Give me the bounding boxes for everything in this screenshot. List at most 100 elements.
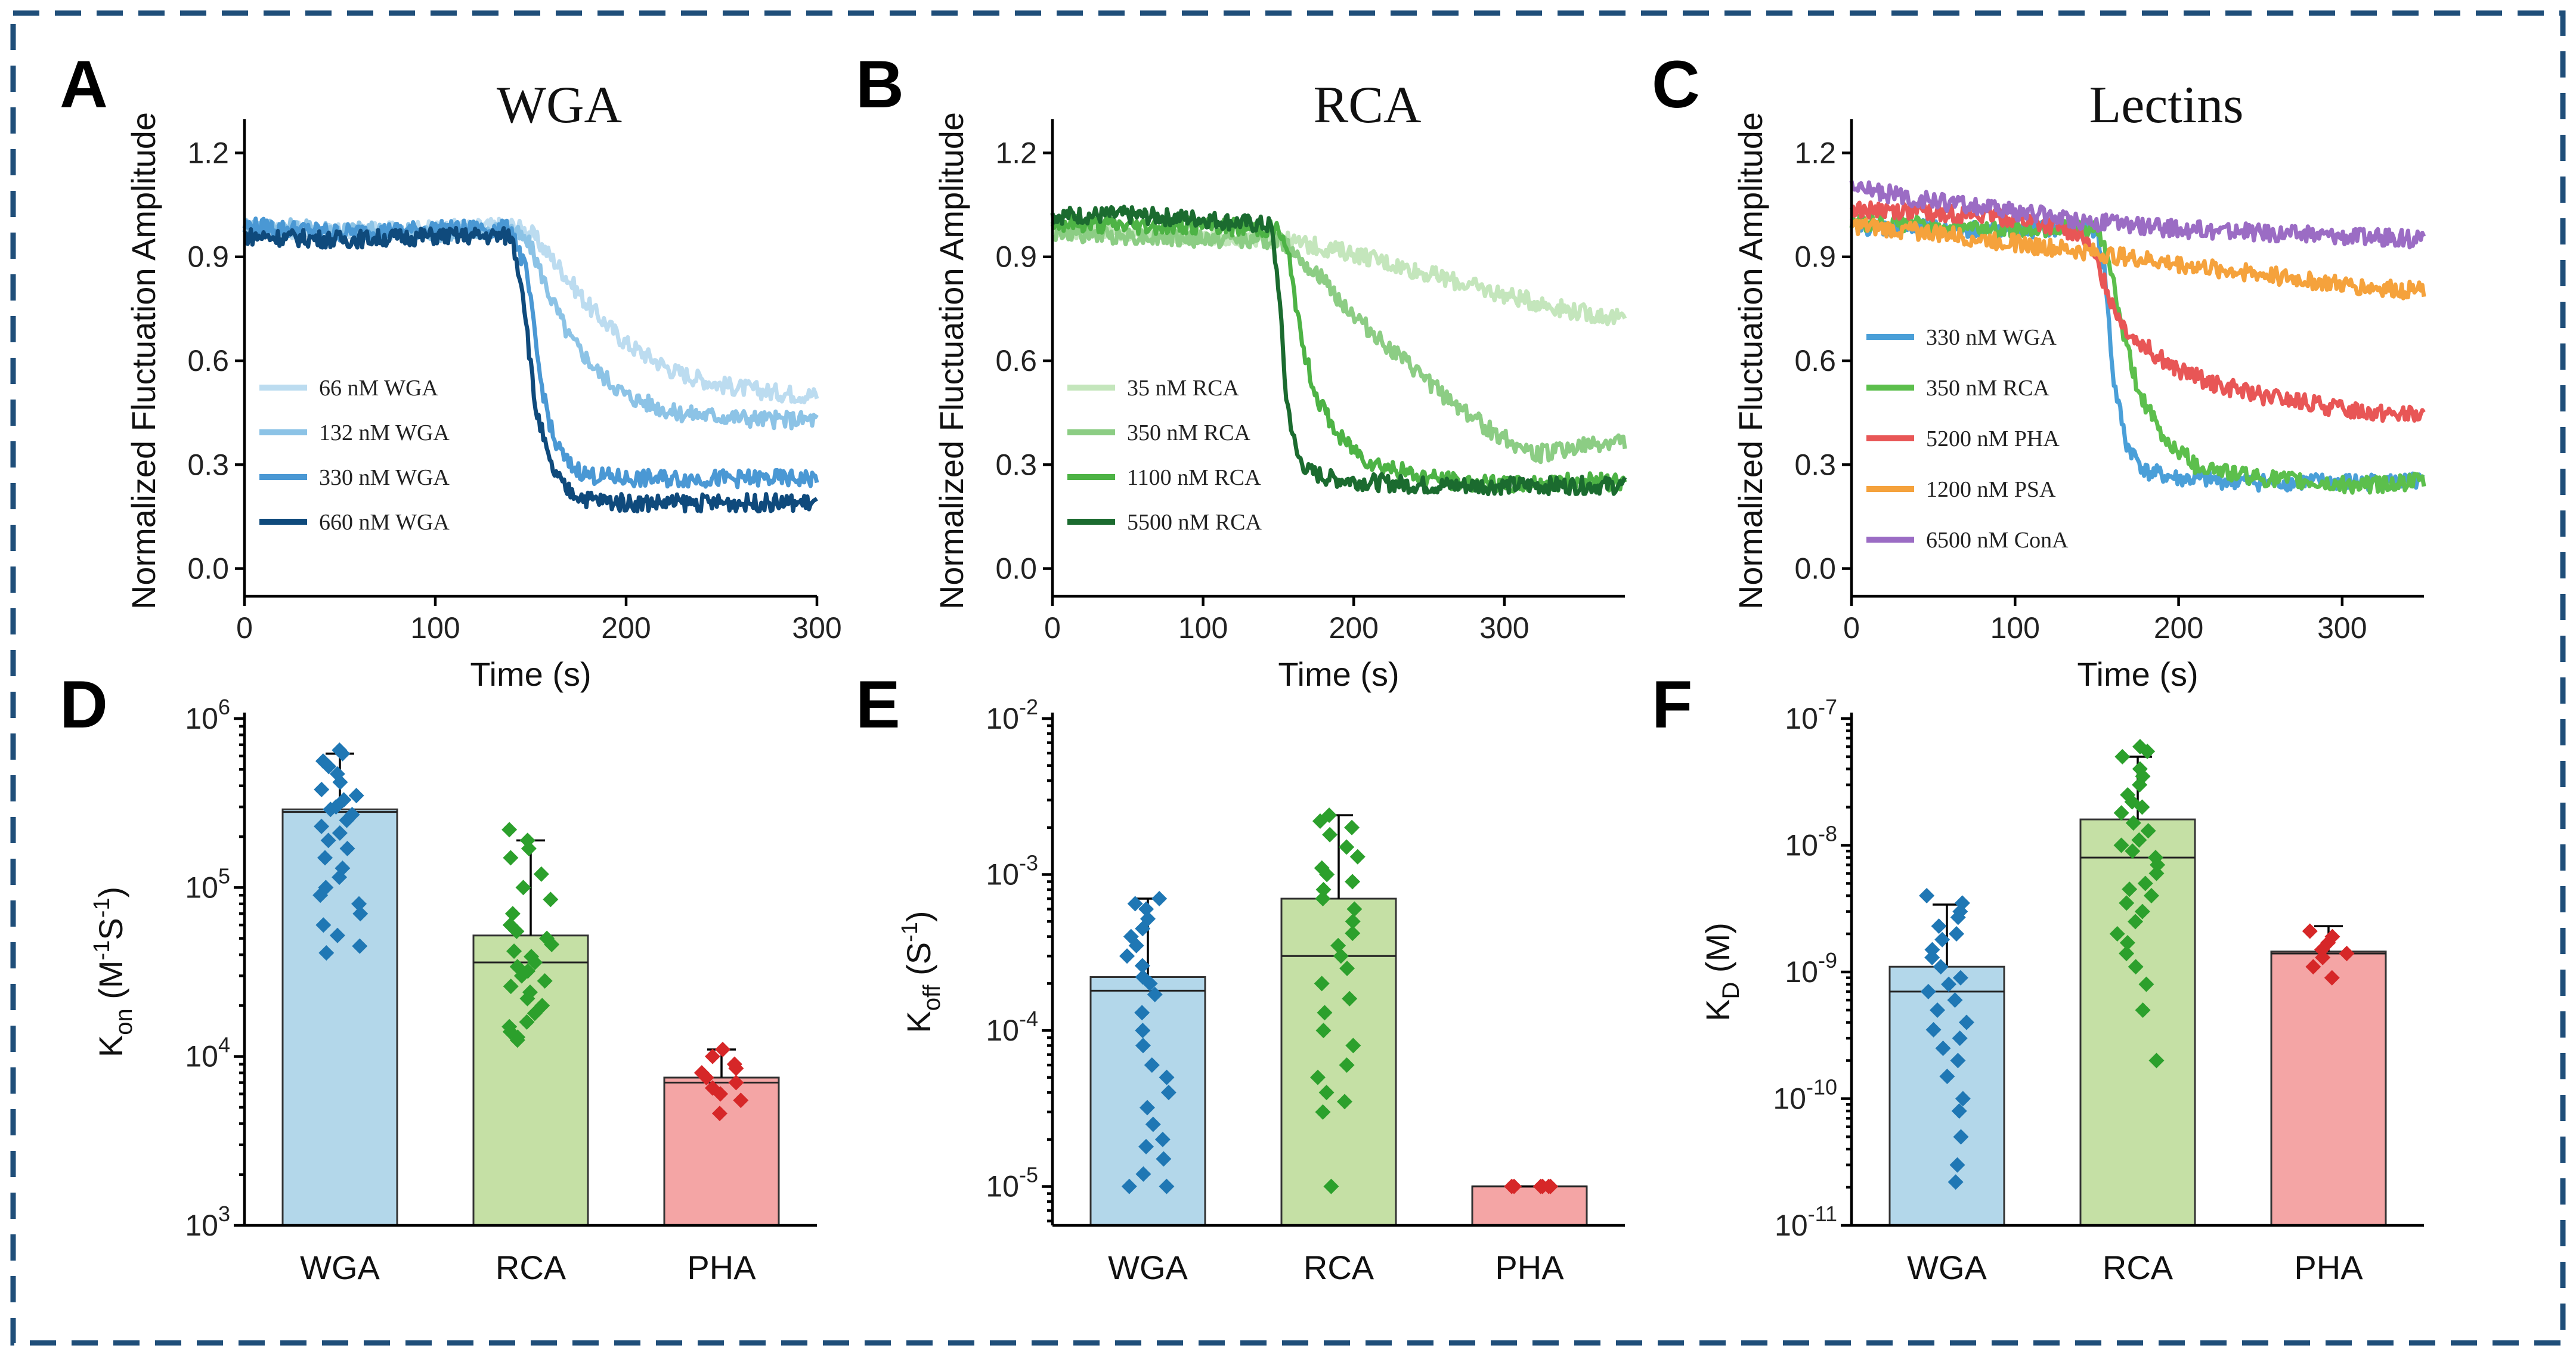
data-point [711, 1106, 727, 1122]
data-point [1135, 1038, 1151, 1054]
data-point [332, 774, 348, 790]
data-point [352, 938, 368, 954]
data-point [1948, 1174, 1964, 1190]
data-point [503, 850, 519, 866]
data-point [1952, 1030, 1968, 1047]
category-label: RCA [2103, 1249, 2174, 1286]
data-point [2302, 923, 2318, 939]
data-point [1930, 1002, 1946, 1018]
legend-label: 350 nM RCA [1127, 420, 1250, 445]
data-point [1345, 914, 1361, 930]
data-point [2135, 1002, 2151, 1018]
bar-rca [2079, 818, 2196, 1227]
data-point [1151, 891, 1168, 907]
data-point [1128, 937, 1144, 953]
x-tick-label: 200 [2154, 611, 2203, 645]
x-tick-label: 100 [1178, 611, 1228, 645]
y-tick-label: 106 [185, 695, 230, 735]
data-point [537, 973, 553, 989]
data-point [1532, 1178, 1549, 1194]
y-tick-label: 1.2 [187, 136, 229, 169]
data-point [1160, 1085, 1176, 1101]
data-point [1933, 959, 1949, 975]
data-point [506, 943, 522, 959]
data-point [2122, 881, 2138, 897]
data-point [1504, 1178, 1520, 1194]
data-point [1349, 849, 1366, 865]
y-tick-label: 10-5 [986, 1163, 1038, 1203]
data-point [527, 1005, 543, 1021]
chart-d: WGA RCA PHA 103 104 105 106 Kon (M-1S-1) [89, 695, 817, 1286]
data-point [1955, 1091, 1971, 1107]
data-point [543, 891, 559, 908]
legend-label: 6500 nM ConA [1926, 528, 2069, 553]
data-point [519, 990, 535, 1007]
data-point [1315, 891, 1331, 907]
data-point [1342, 990, 1358, 1007]
y-axis-label: Koff (S-1) [897, 911, 945, 1033]
bar-pha [1471, 1185, 1588, 1227]
x-axis-label: Time (s) [2077, 655, 2198, 693]
y-tick-label: 0.9 [187, 240, 229, 274]
panel-letter-c: C [1652, 47, 1700, 122]
legend-label: 660 nM WGA [319, 510, 450, 535]
data-point [1315, 1104, 1331, 1120]
data-point [2134, 799, 2150, 815]
data-point [1315, 1023, 1332, 1039]
y-axis-label: Normalized Fluctuation Amplitude [125, 112, 162, 609]
data-point [2315, 949, 2331, 965]
data-point [1931, 918, 1947, 934]
data-point [2140, 823, 2156, 839]
data-point [1154, 1131, 1171, 1147]
y-tick-label: 0.6 [995, 344, 1037, 377]
data-point [1919, 888, 1935, 904]
data-point [1949, 1157, 1965, 1173]
data-point [1121, 1178, 1137, 1194]
legend-label: 330 nM WGA [1926, 325, 2057, 350]
y-tick-label: 10-4 [986, 1007, 1038, 1047]
data-point [2119, 895, 2135, 911]
panel-letter-a: A [60, 47, 108, 122]
y-tick-label: 0.3 [1794, 448, 1836, 481]
data-point [1312, 813, 1328, 829]
data-point [2109, 926, 2125, 942]
category-label: PHA [687, 1249, 756, 1286]
data-point [515, 880, 531, 896]
data-point [1924, 949, 1940, 965]
chart-title: RCA [1314, 76, 1422, 134]
data-point [1147, 986, 1163, 1002]
data-point [1949, 926, 1965, 942]
series-line-1 [1050, 221, 1627, 327]
y-tick-label: 10-9 [1785, 948, 1837, 989]
data-point [2125, 843, 2141, 859]
data-point [1346, 901, 1363, 917]
x-tick-label: 0 [236, 611, 253, 645]
series-line-5 [1849, 180, 2426, 250]
y-tick-label: 104 [185, 1033, 230, 1073]
data-point [2132, 777, 2148, 793]
data-point [1134, 1005, 1150, 1021]
bar-wga [1888, 965, 2005, 1227]
x-tick-label: 100 [1990, 611, 2040, 645]
data-point [2305, 959, 2321, 975]
category-label: WGA [300, 1249, 380, 1286]
data-point [332, 825, 348, 841]
bar-pha [663, 1076, 780, 1227]
data-point [1333, 948, 1349, 964]
data-point [1119, 948, 1135, 964]
y-tick-label: 10-2 [986, 695, 1038, 735]
data-point [2125, 815, 2141, 831]
y-tick-label: 1.2 [995, 136, 1037, 169]
data-point [509, 1032, 525, 1048]
data-point [329, 927, 345, 943]
data-point [335, 745, 351, 761]
series-line-4 [243, 225, 818, 513]
bar-pha [2270, 951, 2387, 1227]
legend-label: 5500 nM RCA [1127, 510, 1262, 535]
data-point [1344, 819, 1360, 835]
y-tick-label: 103 [185, 1202, 230, 1242]
chart-b: 0.0 0.3 0.6 0.9 1.2 0 100 200 300 Time (s) Normali… [933, 76, 1627, 693]
data-point [728, 1060, 744, 1076]
data-point [1339, 961, 1355, 977]
y-tick-label: 0.0 [1794, 552, 1836, 586]
